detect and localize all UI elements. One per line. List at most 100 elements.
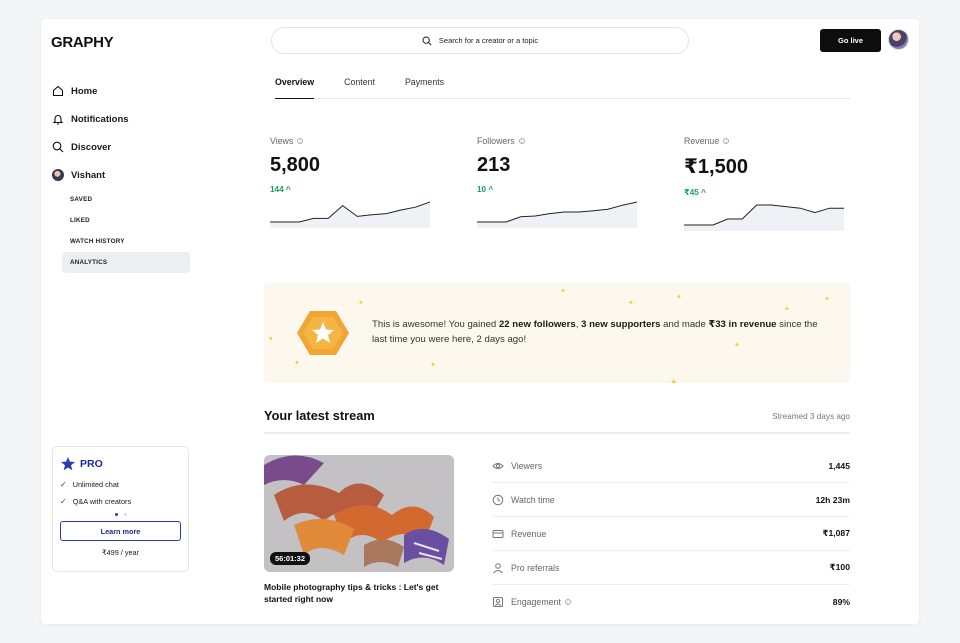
sparkle-icon: ✦ bbox=[670, 377, 678, 383]
tab-overview[interactable]: Overview bbox=[275, 67, 315, 99]
achievement-banner: ✦ ✦ ✦ ✦ ✦ ✦ ✦ ✦ ✦ ✦ ✦ This is awesome! Y… bbox=[264, 283, 850, 383]
pro-feature: ✓ Q&A with creators bbox=[60, 497, 181, 506]
metric-row: Revenue ₹1,087 bbox=[492, 517, 850, 551]
tab-content[interactable]: Content bbox=[344, 77, 375, 87]
learn-more-button[interactable]: Learn more bbox=[60, 521, 181, 541]
avatar bbox=[52, 169, 64, 181]
stat-label: Followers i bbox=[477, 136, 637, 146]
stat-views: Views i 5,800 144 ^ bbox=[270, 136, 430, 228]
info-icon[interactable]: i bbox=[297, 138, 304, 144]
stream-timestamp: Streamed 3 days ago bbox=[772, 412, 850, 421]
metric-row: Watch time 12h 23m bbox=[492, 483, 850, 517]
check-icon: ✓ bbox=[60, 480, 67, 489]
sparkle-icon: ✦ bbox=[430, 362, 436, 369]
star-badge-icon bbox=[61, 457, 75, 471]
info-icon[interactable]: i bbox=[518, 138, 525, 144]
eye-icon bbox=[492, 462, 504, 469]
sparkle-icon: ✦ bbox=[560, 288, 566, 295]
info-icon[interactable]: i bbox=[564, 599, 571, 605]
info-icon[interactable]: i bbox=[723, 138, 730, 144]
pro-title-text: PRO bbox=[80, 458, 103, 470]
sparkle-icon: ✦ bbox=[676, 294, 682, 301]
metric-label: Engagement i bbox=[511, 597, 833, 607]
pro-feature-text: Q&A with creators bbox=[72, 497, 132, 506]
go-live-button[interactable]: Go live bbox=[820, 29, 881, 52]
carousel-dot[interactable] bbox=[114, 513, 118, 516]
banner-message: This is awesome! You gained 22 new follo… bbox=[372, 319, 818, 345]
profile-avatar[interactable] bbox=[888, 29, 909, 50]
stat-followers: Followers i 213 10 ^ bbox=[477, 136, 637, 228]
sparkline-area bbox=[270, 202, 430, 228]
pro-feature-text: Unlimited chat bbox=[72, 480, 119, 489]
stat-value: ₹1,500 bbox=[684, 156, 748, 178]
metric-row: Viewers 1,445 bbox=[492, 449, 850, 483]
sidebar-item-discover[interactable]: Discover bbox=[52, 133, 192, 161]
check-icon: ✓ bbox=[60, 497, 67, 506]
section-title: Your latest stream bbox=[264, 408, 375, 423]
sparkline-line bbox=[270, 201, 430, 223]
star-achievement-icon bbox=[297, 311, 349, 355]
pro-feature: ✓ Unlimited chat bbox=[60, 480, 181, 489]
sidebar-item-label: Home bbox=[71, 85, 98, 97]
sidebar-item-watch-history[interactable]: WATCH HISTORY bbox=[70, 238, 125, 245]
stat-value: 5,800 bbox=[270, 154, 321, 176]
duration-badge: 56:01:32 bbox=[270, 552, 311, 565]
app-window: GRAPHY Search for a creator or a topic G… bbox=[41, 19, 919, 624]
sidebar-item-home[interactable]: Home bbox=[52, 77, 192, 105]
sidebar-item-notifications[interactable]: Notifications bbox=[52, 105, 192, 133]
user-icon bbox=[493, 562, 503, 573]
profile-submenu: SAVED LIKED WATCH HISTORY ANALYTICS bbox=[62, 189, 190, 273]
carousel-dots bbox=[60, 513, 181, 516]
pro-price: ₹499 / year bbox=[101, 548, 140, 557]
pro-card: PRO ✓ Unlimited chat ✓ Q&A with creators… bbox=[52, 446, 189, 572]
metric-value: 1,445 bbox=[828, 460, 850, 471]
sparkline bbox=[684, 204, 844, 231]
stat-delta: 144 ^ bbox=[270, 185, 291, 194]
app-logo[interactable]: GRAPHY bbox=[51, 34, 114, 51]
pro-title: PRO bbox=[60, 456, 181, 472]
carousel-dot[interactable] bbox=[123, 513, 127, 516]
sparkle-icon: ✦ bbox=[268, 336, 274, 343]
sparkline-line bbox=[684, 204, 844, 226]
stat-label: Revenue i bbox=[684, 136, 844, 146]
sparkle-icon: ✦ bbox=[358, 300, 364, 307]
metric-value: ₹100 bbox=[829, 562, 850, 572]
metric-value: ₹1,087 bbox=[822, 528, 851, 538]
engagement-icon bbox=[493, 597, 503, 607]
sidebar-item-label: Discover bbox=[71, 141, 112, 153]
sparkle-icon: ✦ bbox=[628, 300, 634, 307]
metric-label: Pro referrals bbox=[511, 562, 560, 573]
search-icon bbox=[422, 36, 432, 46]
sidebar-item-saved[interactable]: SAVED bbox=[70, 196, 93, 203]
metric-label: Viewers bbox=[511, 460, 543, 471]
stat-value: 213 bbox=[477, 154, 511, 176]
sidebar-item-profile[interactable]: Vishant bbox=[52, 161, 192, 189]
stat-label: Views i bbox=[270, 136, 430, 146]
sparkle-icon: ✦ bbox=[784, 306, 790, 313]
metric-row: Engagement i 89% bbox=[492, 585, 850, 619]
sparkle-icon: ✦ bbox=[824, 296, 830, 303]
tab-payments[interactable]: Payments bbox=[404, 77, 445, 87]
home-icon bbox=[52, 85, 64, 97]
stream-title[interactable]: Mobile photography tips & tricks : Let's… bbox=[264, 582, 439, 604]
sparkline bbox=[477, 201, 637, 228]
metric-value: 12h 23m bbox=[815, 494, 850, 505]
divider bbox=[264, 432, 850, 434]
search-placeholder: Search for a creator or a topic bbox=[438, 36, 539, 45]
sparkline-area bbox=[684, 205, 844, 231]
metric-row: Pro referrals ₹100 bbox=[492, 551, 850, 585]
bell-icon bbox=[52, 115, 64, 125]
stream-thumbnail[interactable]: 56:01:32 bbox=[264, 455, 454, 572]
sparkline bbox=[270, 201, 430, 228]
sidebar-nav: Home Notifications Discover Vishant SAVE… bbox=[52, 77, 192, 273]
sparkle-icon: ✦ bbox=[294, 360, 300, 367]
stat-revenue: Revenue i ₹1,500 ₹45 ^ bbox=[684, 136, 844, 231]
sparkline-line bbox=[477, 201, 637, 223]
search-bar[interactable]: Search for a creator or a topic bbox=[271, 27, 689, 54]
stat-delta: 10 ^ bbox=[477, 185, 494, 194]
stream-metrics: Viewers 1,445 Watch time 12h 23m Revenue… bbox=[492, 449, 850, 619]
sparkline-area bbox=[477, 202, 637, 228]
sidebar-item-liked[interactable]: LIKED bbox=[70, 217, 90, 224]
sidebar-item-analytics[interactable]: ANALYTICS bbox=[62, 252, 190, 273]
money-icon bbox=[492, 529, 504, 538]
